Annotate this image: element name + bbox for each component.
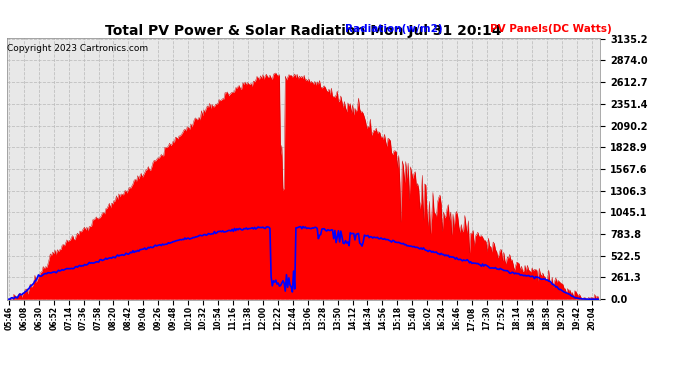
Title: Total PV Power & Solar Radiation Mon Jul 31 20:14: Total PV Power & Solar Radiation Mon Jul… [106, 24, 502, 38]
Text: Radiation(w/m2): Radiation(w/m2) [345, 24, 442, 34]
Text: PV Panels(DC Watts): PV Panels(DC Watts) [490, 24, 611, 34]
Text: Copyright 2023 Cartronics.com: Copyright 2023 Cartronics.com [7, 44, 148, 52]
